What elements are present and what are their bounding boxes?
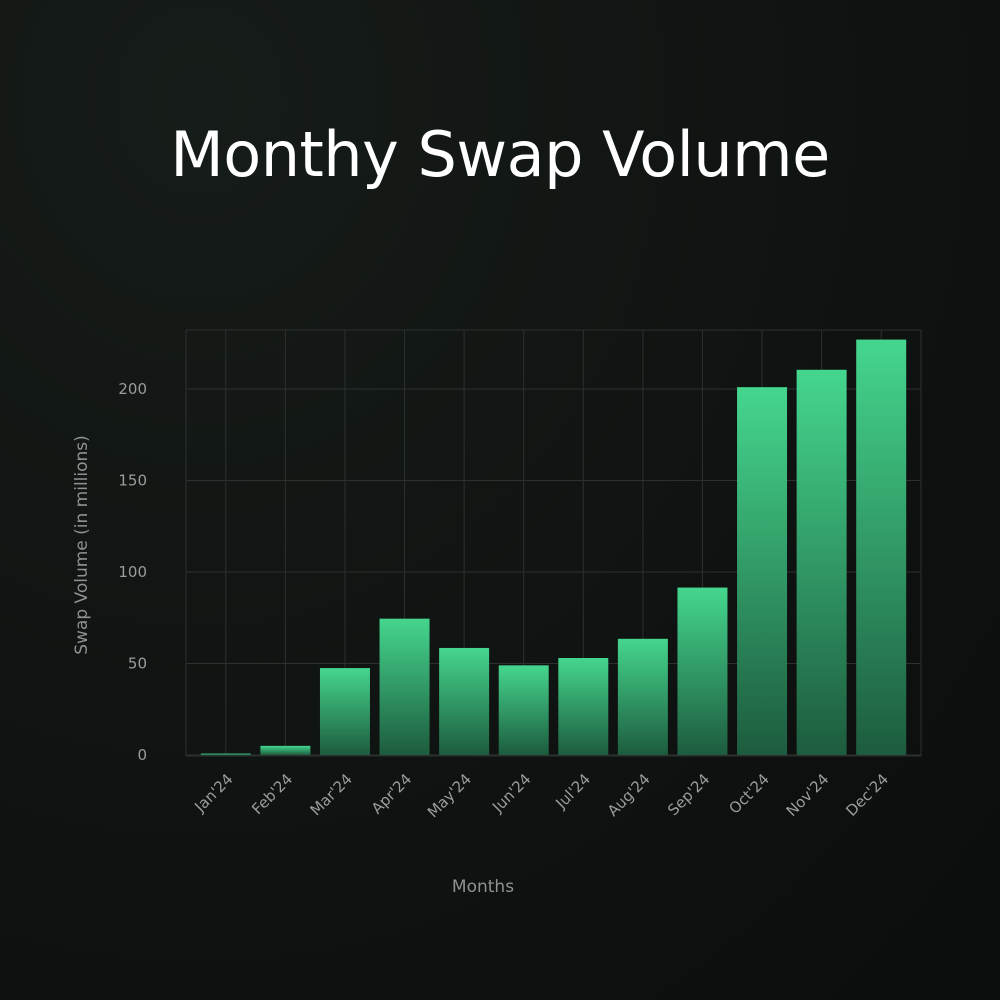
bar-feb24	[260, 745, 311, 755]
x-tick-label: Feb'24	[248, 770, 296, 818]
x-axis-title: Months	[452, 877, 514, 897]
bar-dec24	[856, 339, 907, 755]
x-tick-label: Mar'24	[307, 770, 356, 819]
x-tick-label: Sep'24	[664, 770, 713, 819]
y-axis-title: Swap Volume (in millions)	[72, 435, 92, 655]
y-axis-ticks: 0 50 100 150 200	[118, 380, 147, 764]
bar-oct24	[737, 387, 788, 755]
y-tick-label: 200	[118, 380, 147, 398]
bar-jan24	[200, 753, 251, 756]
bar-aug24	[617, 638, 668, 755]
bar-nov24	[796, 369, 847, 755]
x-tick-label: Nov'24	[783, 770, 833, 820]
bar-jul24	[558, 658, 609, 755]
x-axis-ticks: Jan'24 Feb'24 Mar'24 Apr'24 May'24 Jun'24 Jul'…	[190, 770, 892, 821]
bar-mar24	[319, 668, 370, 755]
y-tick-label: 50	[128, 655, 147, 673]
x-tick-label: Dec'24	[842, 770, 892, 820]
x-tick-label: Jun'24	[488, 770, 534, 816]
bar-jun24	[498, 665, 549, 755]
y-tick-label: 0	[137, 746, 147, 764]
chart-title: Monthy Swap Volume	[170, 118, 830, 191]
x-tick-label: May'24	[424, 770, 475, 821]
x-tick-label: Apr'24	[368, 770, 415, 817]
x-tick-label: Oct'24	[725, 770, 772, 817]
x-tick-label: Aug'24	[604, 770, 654, 820]
y-tick-label: 100	[118, 563, 147, 581]
bars	[200, 339, 907, 756]
bar-sep24	[677, 587, 728, 755]
y-tick-label: 150	[118, 472, 147, 490]
bar-apr24	[379, 618, 430, 755]
bar-may24	[439, 647, 490, 755]
x-tick-label: Jul'24	[551, 770, 594, 813]
x-tick-label: Jan'24	[190, 770, 236, 816]
